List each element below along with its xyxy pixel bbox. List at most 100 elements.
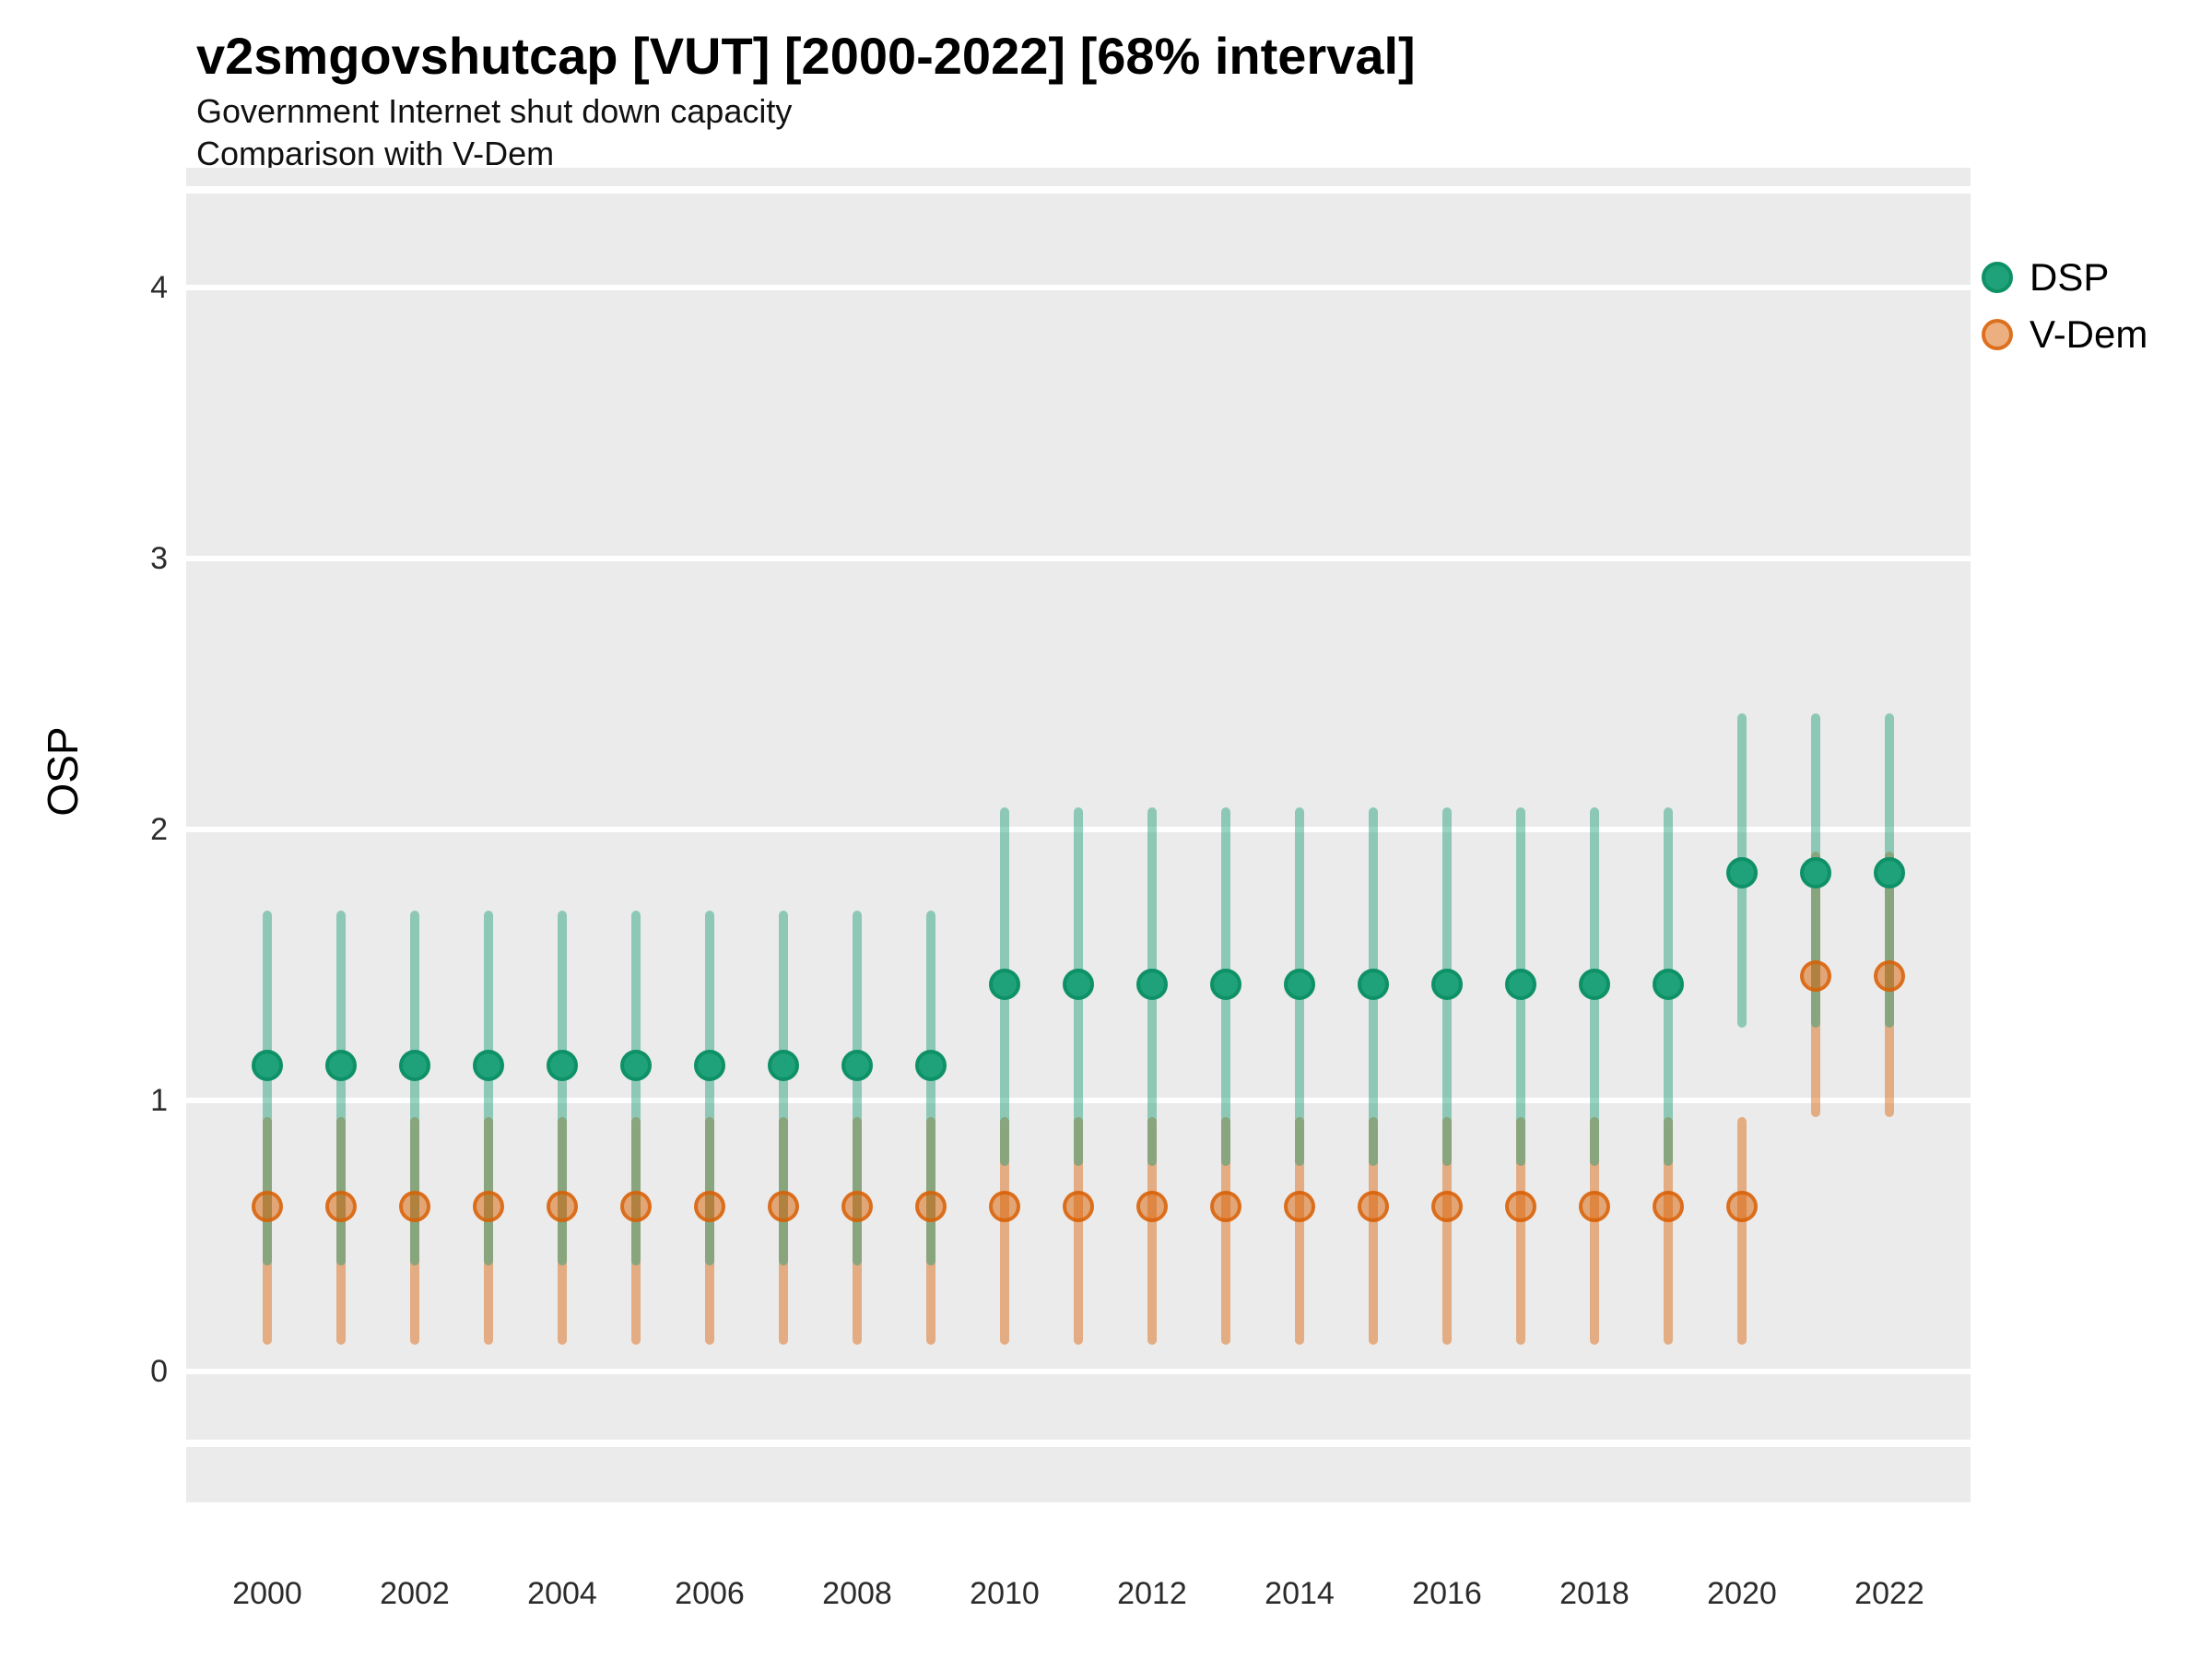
vdem-ci-2009 — [926, 1116, 935, 1345]
gridline-y-4 — [186, 285, 1971, 290]
dsp-legend-dot-icon — [1982, 262, 2013, 293]
dsp-point-2016 — [1431, 968, 1463, 1000]
vdem-point-2008 — [841, 1190, 873, 1222]
x-tick-label-2020: 2020 — [1707, 1576, 1777, 1611]
vdem-point-2014 — [1284, 1190, 1315, 1222]
x-tick-label-2016: 2016 — [1412, 1576, 1482, 1611]
x-tick-label-2006: 2006 — [675, 1576, 745, 1611]
vdem-ci-2015 — [1369, 1116, 1378, 1345]
legend-item-dsp: DSP — [1982, 249, 2147, 306]
vdem-ci-2011 — [1074, 1116, 1083, 1345]
vdem-point-2010 — [989, 1190, 1020, 1222]
vdem-point-2003 — [473, 1190, 504, 1222]
dsp-ci-2007 — [779, 911, 788, 1266]
dsp-point-2008 — [841, 1049, 873, 1081]
dsp-ci-2008 — [853, 911, 862, 1266]
plot-panel — [186, 194, 1971, 1440]
dsp-ci-2006 — [705, 911, 714, 1266]
vdem-point-2002 — [399, 1190, 430, 1222]
vdem-point-2021 — [1800, 959, 1831, 992]
vdem-legend-dot-icon — [1982, 319, 2013, 350]
panel-strip-bottom — [186, 1447, 1971, 1502]
vdem-point-2011 — [1063, 1190, 1094, 1222]
legend-item-vdem: V-Dem — [1982, 306, 2147, 363]
vdem-ci-2006 — [705, 1116, 714, 1345]
vdem-ci-2005 — [631, 1116, 641, 1345]
dsp-point-2005 — [620, 1049, 652, 1081]
gridline-y-1 — [186, 1098, 1971, 1103]
dsp-point-2014 — [1284, 968, 1315, 1000]
vdem-ci-2020 — [1737, 1116, 1747, 1345]
panel-strip-top — [186, 168, 1971, 186]
vdem-point-2004 — [547, 1190, 578, 1222]
vdem-ci-2014 — [1295, 1116, 1304, 1345]
vdem-ci-2004 — [558, 1116, 567, 1345]
dsp-point-2000 — [252, 1049, 283, 1081]
y-axis-title: OSP — [39, 726, 87, 817]
vdem-point-2020 — [1726, 1190, 1758, 1222]
vdem-ci-2012 — [1147, 1116, 1157, 1345]
vdem-point-2022 — [1874, 959, 1905, 992]
dsp-point-2017 — [1505, 968, 1536, 1000]
dsp-point-2021 — [1800, 857, 1831, 889]
dsp-point-2006 — [694, 1049, 725, 1081]
legend-label-vdem: V-Dem — [2030, 312, 2148, 356]
y-tick-label-4: 4 — [150, 270, 168, 305]
dsp-point-2018 — [1579, 968, 1610, 1000]
x-tick-label-2008: 2008 — [822, 1576, 892, 1611]
dsp-point-2019 — [1653, 968, 1684, 1000]
dsp-point-2001 — [325, 1049, 357, 1081]
gridline-y-2 — [186, 827, 1971, 832]
vdem-point-2016 — [1431, 1190, 1463, 1222]
dsp-ci-2000 — [263, 911, 272, 1266]
vdem-ci-2010 — [1000, 1116, 1009, 1345]
vdem-ci-2000 — [263, 1116, 272, 1345]
dsp-point-2013 — [1210, 968, 1241, 1000]
vdem-point-2017 — [1505, 1190, 1536, 1222]
dsp-ci-2009 — [926, 911, 935, 1266]
gridline-y-3 — [186, 556, 1971, 561]
y-tick-label-2: 2 — [150, 812, 168, 847]
vdem-point-2015 — [1358, 1190, 1389, 1222]
vdem-point-2009 — [915, 1190, 947, 1222]
legend-label-dsp: DSP — [2030, 255, 2110, 299]
vdem-point-2012 — [1136, 1190, 1168, 1222]
dsp-ci-2001 — [336, 911, 346, 1266]
vdem-point-2019 — [1653, 1190, 1684, 1222]
dsp-ci-2005 — [631, 911, 641, 1266]
dsp-point-2004 — [547, 1049, 578, 1081]
vdem-ci-2017 — [1516, 1116, 1525, 1345]
x-tick-label-2000: 2000 — [232, 1576, 302, 1611]
dsp-point-2012 — [1136, 968, 1168, 1000]
dsp-point-2007 — [768, 1049, 799, 1081]
y-tick-label-3: 3 — [150, 541, 168, 576]
dsp-point-2009 — [915, 1049, 947, 1081]
x-tick-label-2010: 2010 — [970, 1576, 1040, 1611]
vdem-point-2013 — [1210, 1190, 1241, 1222]
x-tick-label-2002: 2002 — [380, 1576, 450, 1611]
dsp-point-2020 — [1726, 857, 1758, 889]
dsp-ci-2004 — [558, 911, 567, 1266]
x-tick-label-2014: 2014 — [1265, 1576, 1335, 1611]
vdem-ci-2003 — [484, 1116, 493, 1345]
dsp-point-2015 — [1358, 968, 1389, 1000]
vdem-ci-2008 — [853, 1116, 862, 1345]
x-tick-label-2018: 2018 — [1559, 1576, 1630, 1611]
vdem-point-2001 — [325, 1190, 357, 1222]
y-tick-label-1: 1 — [150, 1083, 168, 1118]
vdem-ci-2001 — [336, 1116, 346, 1345]
chart-subtitle-line2: Comparison with V-Dem — [196, 135, 555, 172]
dsp-point-2010 — [989, 968, 1020, 1000]
vdem-ci-2018 — [1590, 1116, 1599, 1345]
vdem-ci-2002 — [410, 1116, 419, 1345]
dsp-ci-2003 — [484, 911, 493, 1266]
vdem-ci-2007 — [779, 1116, 788, 1345]
vdem-ci-2013 — [1221, 1116, 1230, 1345]
legend: DSP V-Dem — [1982, 249, 2147, 363]
dsp-point-2011 — [1063, 968, 1094, 1000]
vdem-point-2000 — [252, 1190, 283, 1222]
chart-subtitle-line1: Government Internet shut down capacity — [196, 92, 793, 130]
chart-title: v2smgovshutcap [VUT] [2000-2022] [68% in… — [196, 27, 1416, 85]
vdem-ci-2016 — [1442, 1116, 1452, 1345]
